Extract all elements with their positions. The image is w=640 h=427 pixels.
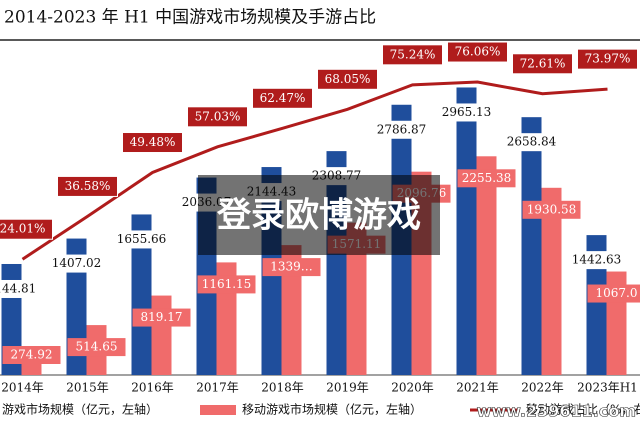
value-label-bg: [372, 120, 431, 139]
bar: [131, 214, 152, 375]
x-tick-label: 2016年: [131, 381, 174, 395]
value-label: 1655.66: [117, 232, 167, 246]
value-label: 2786.87: [377, 122, 427, 136]
value-label: 24.01%: [0, 222, 45, 236]
value-label-bg: [382, 44, 443, 66]
legend-label: 移动游戏市场规模（亿元，左轴）: [242, 402, 422, 417]
value-label: 2658.84: [507, 135, 557, 149]
value-label-bg: [512, 53, 573, 75]
value-label: 1930.58: [527, 202, 577, 216]
bar: [586, 235, 607, 375]
value-label-bg: [587, 284, 640, 303]
value-label-bg: [447, 41, 508, 63]
value-label: 49.48%: [130, 135, 176, 149]
x-tick-label: 2019年: [326, 381, 369, 395]
value-label: 57.03%: [195, 109, 241, 123]
x-tick-label: 2021年: [456, 381, 499, 395]
chart-title: 2014-2023 年 H1 中国游戏市场规模及手游占比: [4, 8, 376, 28]
value-label-bg: [57, 175, 118, 197]
value-label: 36.58%: [65, 179, 111, 193]
value-label-bg: [47, 254, 106, 273]
bar: [476, 156, 497, 375]
legend-swatch: [200, 405, 236, 415]
value-label-bg: [67, 338, 126, 357]
x-tick-label: 2020年: [391, 381, 434, 395]
banner: 登录欧博游戏: [216, 196, 421, 236]
bar: [151, 295, 172, 375]
value-label-bg: [122, 132, 183, 154]
value-label-bg: [0, 218, 53, 240]
value-label-bg: [457, 169, 516, 188]
x-tick-label: 2023年H1: [577, 381, 638, 395]
value-label: 819.17: [141, 310, 183, 324]
value-label: 73.97%: [585, 52, 631, 66]
bar: [456, 87, 477, 376]
value-label-bg: [197, 275, 256, 294]
bar: [281, 245, 302, 375]
value-label: 1442.63: [572, 253, 622, 267]
value-label: 1161.15: [202, 277, 252, 291]
value-label: 2965.13: [442, 105, 492, 119]
x-tick-label: 2014年: [1, 381, 44, 395]
value-label: 75.24%: [390, 47, 436, 61]
value-label-bg: [317, 68, 378, 90]
x-tick-label: 2015年: [66, 381, 109, 395]
value-label-bg: [567, 251, 626, 270]
value-label: 62.47%: [260, 91, 306, 105]
x-tick-label: 2018年: [261, 381, 304, 395]
value-label-bg: [252, 87, 313, 109]
value-label: 274.92: [11, 348, 53, 362]
value-label-bg: [502, 133, 561, 152]
x-tick-label: 2022年: [521, 381, 564, 395]
value-label: 514.65: [76, 340, 118, 354]
value-label: 2255.38: [462, 171, 512, 185]
value-label: 1339…: [270, 260, 313, 274]
legend-label: 移动游戏占比（%，右轴）: [526, 402, 640, 417]
value-label-bg: [2, 346, 61, 364]
bar: [541, 187, 562, 375]
value-label: 1407.02: [52, 256, 102, 270]
value-label: 1144.81: [0, 281, 36, 295]
value-label-bg: [262, 258, 321, 277]
bar: [346, 222, 367, 375]
value-label: 1067.0: [596, 286, 638, 300]
value-label-bg: [437, 103, 496, 122]
line: [21, 80, 608, 261]
bar: [521, 117, 542, 375]
banner-bg: [198, 175, 440, 255]
value-label-bg: [112, 230, 171, 249]
value-label-bg: [577, 48, 638, 70]
value-label: 72.61%: [520, 56, 566, 70]
legend-label: 游戏市场规模（亿元，左轴）: [2, 402, 158, 417]
value-label: 76.06%: [455, 45, 501, 59]
value-label-bg: [0, 279, 41, 298]
x-tick-label: 2017年: [196, 381, 239, 395]
watermark: www.239611.com: [477, 402, 636, 421]
value-label: 68.05%: [325, 72, 371, 86]
value-label-bg: [132, 308, 191, 327]
value-label-bg: [522, 200, 581, 219]
value-label-bg: [187, 106, 248, 128]
